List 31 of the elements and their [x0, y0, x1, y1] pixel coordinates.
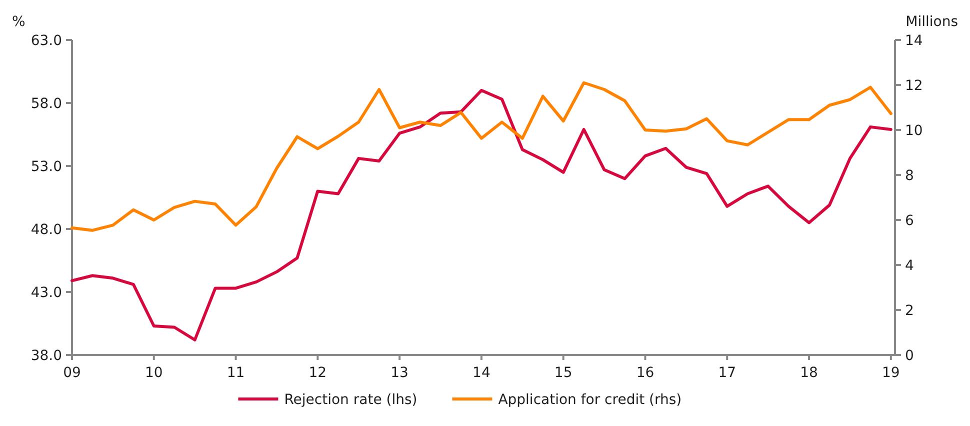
y2-tick-label: 4	[905, 258, 914, 274]
y-axis-title: %	[12, 14, 26, 30]
y2-tick-label: 6	[905, 213, 914, 229]
y-tick-label: 63.0	[30, 33, 62, 49]
x-tick-label: 17	[718, 365, 736, 381]
legend-label: Application for credit (rhs)	[498, 392, 682, 408]
y-tick-label: 48.0	[30, 222, 62, 238]
y2-tick-label: 14	[905, 33, 923, 49]
y-tick-label: 43.0	[30, 285, 62, 301]
y-tick-label: 58.0	[30, 96, 62, 112]
x-tick-label: 09	[63, 365, 81, 381]
y2-tick-label: 2	[905, 303, 914, 319]
x-tick-label: 12	[308, 365, 327, 381]
y2-axis-title: Millions	[906, 14, 958, 30]
line-series	[70, 88, 892, 342]
x-tick-label: 16	[636, 365, 654, 381]
y2-tick-label: 0	[905, 348, 914, 364]
x-tick-label: 10	[144, 365, 163, 381]
x-tick-label: 11	[226, 365, 245, 381]
legend-label: Rejection rate (lhs)	[284, 392, 418, 408]
y2-tick-label: 10	[905, 123, 923, 139]
x-tick-label: 14	[472, 365, 490, 381]
y2-tick-label: 8	[905, 168, 914, 184]
x-tick-label: 19	[882, 365, 900, 381]
y-tick-label: 38.0	[30, 348, 62, 364]
y2-tick-label: 12	[905, 78, 923, 94]
y-tick-label: 53.0	[30, 159, 62, 175]
x-tick-label: 18	[800, 365, 818, 381]
line-series	[70, 81, 892, 232]
x-tick-label: 15	[554, 365, 572, 381]
x-tick-label: 13	[390, 365, 408, 381]
